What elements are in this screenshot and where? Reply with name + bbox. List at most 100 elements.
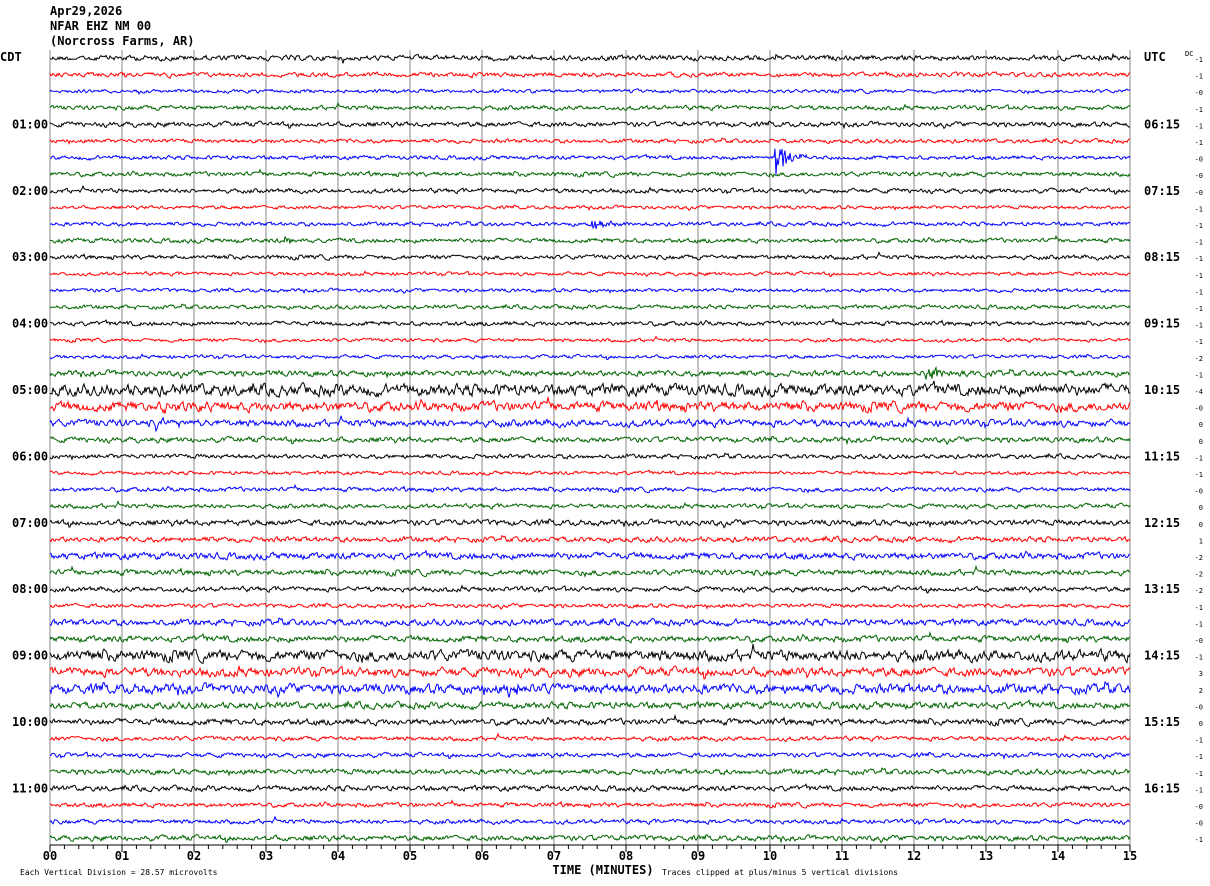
dc-offset: -0 (1195, 703, 1203, 711)
dc-offset: -0 (1195, 405, 1203, 413)
xtick-label: 15 (1123, 849, 1137, 863)
xtick-label: 11 (835, 849, 849, 863)
dc-offset: -1 (1195, 122, 1203, 130)
dc-offset: -0 (1195, 172, 1203, 180)
trace-28 (49, 518, 1131, 529)
dc-offset: -1 (1195, 272, 1203, 280)
left-hour-label: 05:00 (12, 383, 48, 397)
dc-offset: 3 (1199, 670, 1203, 678)
trace-16 (49, 317, 1130, 328)
trace-17 (49, 335, 1131, 344)
trace-40 (49, 713, 1131, 727)
right-hour-label: 12:15 (1144, 516, 1180, 530)
trace-37 (49, 665, 1131, 680)
trace-26 (49, 483, 1131, 494)
trace-23 (49, 435, 1131, 446)
dc-offset: -4 (1195, 388, 1203, 396)
dc-offset: -1 (1195, 73, 1203, 81)
dc-offset: -0 (1195, 637, 1203, 645)
left-hour-label: 08:00 (12, 582, 48, 596)
xtick-label: 03 (259, 849, 273, 863)
trace-14 (49, 287, 1131, 295)
date-label: Apr29,2026 (50, 4, 123, 18)
left-hour-label: 07:00 (12, 516, 48, 530)
trace-22 (49, 415, 1131, 433)
dc-offset: -1 (1195, 620, 1203, 628)
dc-offset: -1 (1195, 786, 1203, 794)
dc-offset: -1 (1195, 205, 1203, 213)
dc-offset: 1 (1199, 537, 1203, 545)
trace-13 (49, 270, 1131, 278)
right-hour-label: 13:15 (1144, 582, 1180, 596)
dc-offset: -1 (1195, 753, 1203, 761)
dc-offset: -2 (1195, 571, 1203, 579)
dc-offset: -2 (1195, 554, 1203, 562)
trace-18 (49, 353, 1131, 361)
trace-36 (49, 643, 1131, 664)
left-hour-label: 04:00 (12, 317, 48, 331)
trace-45 (49, 799, 1130, 810)
right-hour-label: 16:15 (1144, 781, 1180, 795)
trace-31 (49, 564, 1131, 578)
dc-offset: 0 (1199, 438, 1203, 446)
dc-offset: -1 (1195, 139, 1203, 147)
dc-offset: 0 (1199, 521, 1203, 529)
xtick-label: 05 (403, 849, 417, 863)
xtick-label: 14 (1051, 849, 1065, 863)
dc-offset: -2 (1195, 355, 1203, 363)
footer-clip-note: Traces clipped at plus/minus 5 vertical … (662, 868, 898, 877)
dc-offset: -1 (1195, 654, 1203, 662)
xtick-label: 06 (475, 849, 489, 863)
left-hour-label: 06:00 (12, 449, 48, 463)
location-label: (Norcross Farms, AR) (50, 34, 195, 48)
trace-38 (49, 680, 1131, 699)
station-label: NFAR EHZ NM 00 (50, 19, 152, 33)
xtick-label: 10 (763, 849, 777, 863)
trace-20 (50, 380, 1131, 399)
dc-offset: -0 (1195, 156, 1203, 164)
dc-offset: -1 (1195, 239, 1203, 247)
xtick-label: 01 (115, 849, 129, 863)
dc-offset: -1 (1195, 106, 1203, 114)
dc-offset: -1 (1195, 604, 1203, 612)
dc-offset: -1 (1195, 371, 1203, 379)
dc-offset: -1 (1195, 836, 1203, 844)
dc-offset: 0 (1199, 720, 1203, 728)
dc-offset: -1 (1195, 770, 1203, 778)
trace-19 (49, 365, 1131, 380)
xtick-label: 04 (331, 849, 345, 863)
trace-1 (49, 71, 1131, 80)
trace-2 (49, 88, 1131, 95)
trace-47 (49, 834, 1131, 844)
trace-35 (49, 630, 1131, 644)
xtick-label: 09 (691, 849, 705, 863)
left-hour-label: 09:00 (12, 649, 48, 663)
trace-46 (49, 815, 1131, 826)
dc-header: DC (1185, 50, 1193, 58)
left-hour-label: 03:00 (12, 250, 48, 264)
trace-41 (49, 732, 1131, 743)
right-hour-label: 15:15 (1144, 715, 1180, 729)
left-timezone-label: CDT (0, 50, 22, 64)
trace-27 (49, 500, 1131, 510)
trace-3 (49, 101, 1131, 112)
trace-7 (49, 168, 1131, 179)
dc-offset: -1 (1195, 322, 1203, 330)
trace-32 (49, 584, 1131, 594)
dc-offset: -1 (1195, 737, 1203, 745)
trace-34 (49, 617, 1131, 628)
right-timezone-label: UTC (1144, 50, 1166, 64)
dc-offset: -0 (1195, 820, 1203, 828)
dc-offset: 2 (1199, 687, 1203, 695)
trace-21 (49, 396, 1131, 414)
trace-10 (49, 219, 1131, 230)
xtick-label: 00 (43, 849, 57, 863)
dc-offset: -1 (1195, 56, 1203, 64)
trace-4 (49, 120, 1130, 130)
dc-offset: -1 (1195, 288, 1203, 296)
trace-30 (49, 549, 1131, 562)
dc-offset: -0 (1195, 488, 1203, 496)
trace-5 (49, 137, 1130, 145)
xtick-label: 02 (187, 849, 201, 863)
